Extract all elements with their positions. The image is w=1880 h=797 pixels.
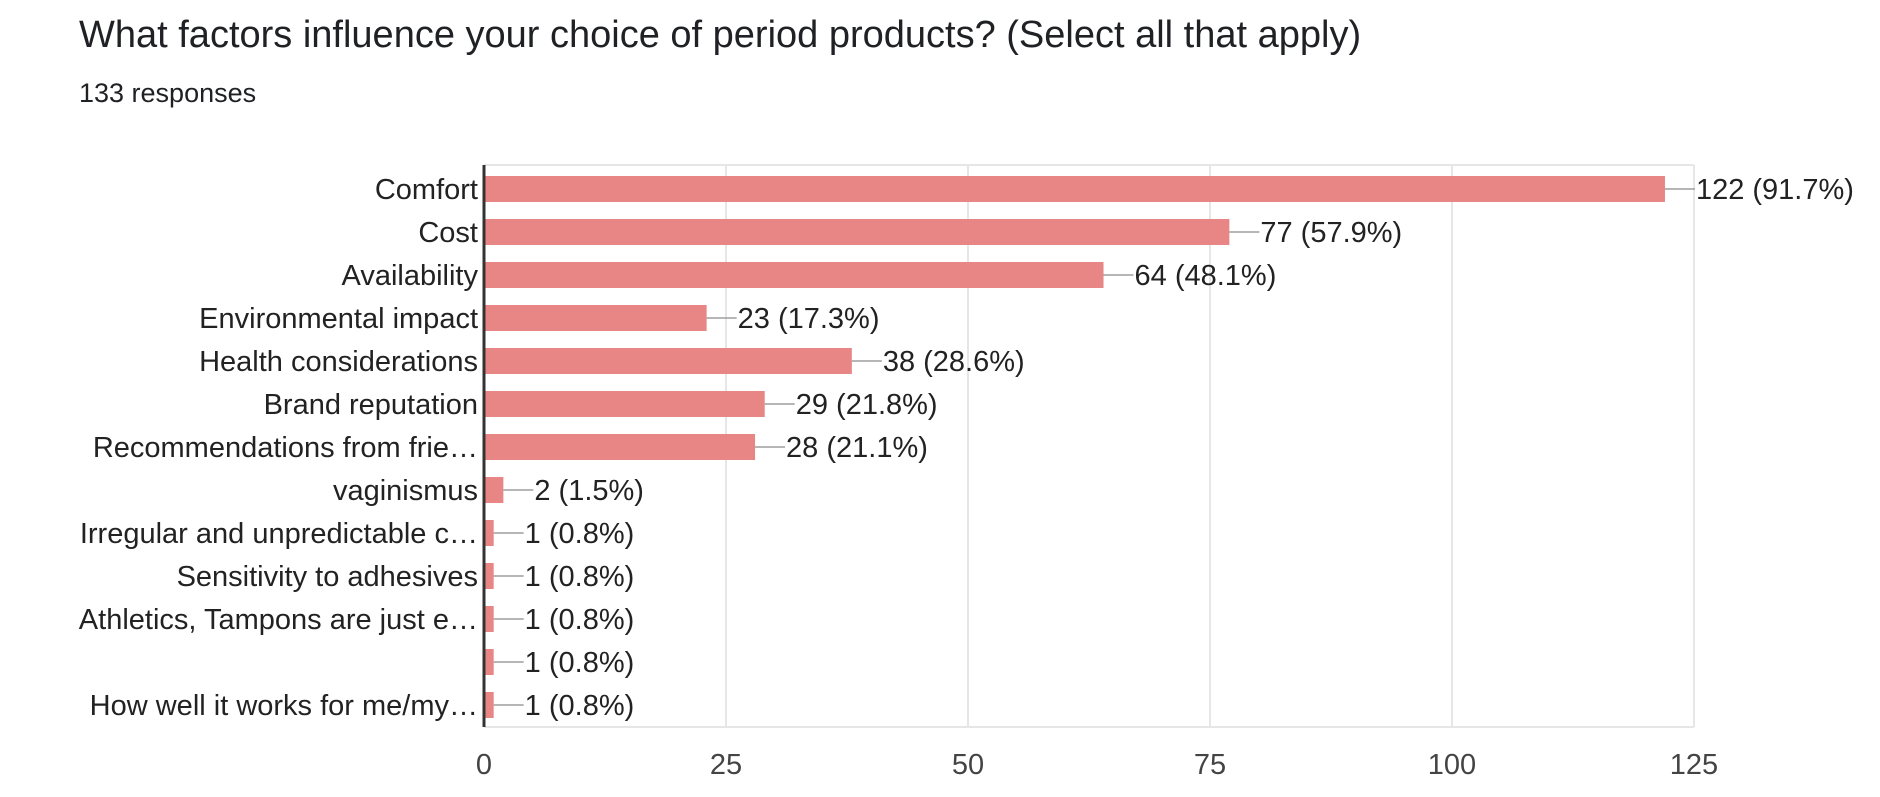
bar: [484, 219, 1230, 245]
x-tick-label: 50: [952, 749, 984, 781]
bar: [484, 477, 504, 503]
bar: [484, 649, 494, 675]
x-tick-label: 25: [710, 749, 742, 781]
axes: [482, 165, 1694, 728]
labels: 0 25 50 75 100 125 122 (91.7%) Comfort 77 (57.9%…: [79, 174, 1854, 781]
x-tick-label: 100: [1428, 749, 1476, 781]
bars: [484, 176, 1695, 718]
value-label: 1 (0.8%): [525, 647, 635, 679]
value-label: 23 (17.3%): [738, 303, 880, 335]
value-label: 1 (0.8%): [525, 604, 635, 636]
category-label: Sensitivity to adhesives: [177, 561, 478, 593]
category-label: Athletics, Tampons are just e…: [79, 604, 478, 636]
bar: [484, 176, 1665, 202]
category-label: Cost: [418, 217, 478, 249]
category-label: Recommendations from frie…: [93, 432, 478, 464]
value-label: 2 (1.5%): [534, 475, 644, 507]
value-label: 1 (0.8%): [525, 561, 635, 593]
category-label: Environmental impact: [199, 303, 478, 335]
bar: [484, 520, 494, 546]
bar: [484, 262, 1104, 288]
bar: [484, 563, 494, 589]
category-label: Health considerations: [199, 346, 478, 378]
bar: [484, 305, 707, 331]
x-tick-label: 75: [1194, 749, 1226, 781]
x-tick-label: 125: [1670, 749, 1718, 781]
category-label: Irregular and unpredictable c…: [80, 518, 478, 550]
gridlines: [484, 164, 1695, 727]
category-label: vaginismus: [333, 475, 478, 507]
category-label: Brand reputation: [264, 389, 478, 421]
category-label: Comfort: [375, 174, 478, 206]
value-label: 1 (0.8%): [525, 518, 635, 550]
value-label: 1 (0.8%): [525, 690, 635, 722]
value-label: 29 (21.8%): [796, 389, 938, 421]
bar: [484, 692, 494, 718]
bar: [484, 391, 765, 417]
category-label: Availability: [342, 260, 479, 292]
response-count: 133 responses: [79, 78, 257, 108]
value-label: 122 (91.7%): [1696, 174, 1854, 206]
category-label: How well it works for me/my…: [90, 690, 478, 722]
bar: [484, 434, 756, 460]
bar: [484, 348, 852, 374]
value-label: 64 (48.1%): [1135, 260, 1277, 292]
x-tick-label: 0: [476, 749, 492, 781]
value-label: 28 (21.1%): [786, 432, 928, 464]
value-label: 38 (28.6%): [883, 346, 1025, 378]
bar: [484, 606, 494, 632]
value-label: 77 (57.9%): [1260, 217, 1402, 249]
chart-title: What factors influence your choice of pe…: [79, 14, 1362, 56]
